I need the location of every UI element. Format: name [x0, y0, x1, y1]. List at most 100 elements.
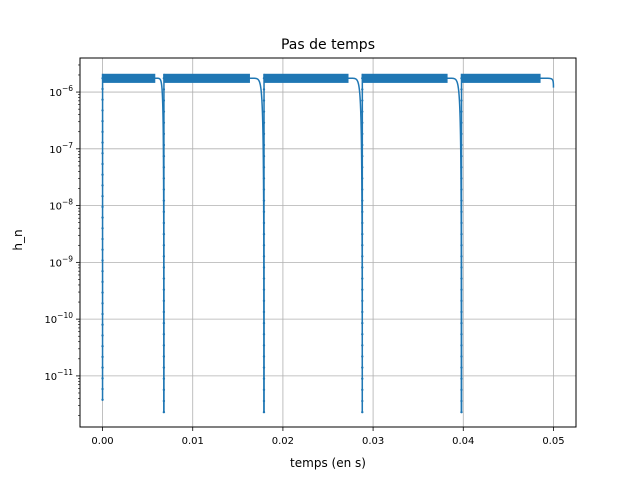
x-tick-label: 0.05 [542, 436, 564, 447]
series-marker [162, 143, 166, 147]
series-marker [361, 288, 364, 291]
series-marker [162, 321, 166, 325]
series-marker [162, 310, 166, 314]
series-marker [101, 355, 104, 359]
series-marker [262, 221, 266, 225]
series-marker [361, 199, 364, 202]
series-marker [262, 143, 266, 147]
series-marker [262, 244, 266, 247]
series-marker [460, 221, 463, 225]
series-marker [162, 232, 166, 236]
series-marker [361, 232, 364, 236]
x-tick-label: 0.04 [452, 436, 474, 447]
x-axis: 0.00 0.01 0.02 0.03 0.04 0.05 [91, 427, 565, 447]
y-tick-label: 10−11 [44, 368, 73, 383]
series-marker [101, 194, 104, 198]
series-marker [361, 355, 364, 358]
series-marker [262, 277, 266, 280]
series-marker [262, 310, 266, 314]
series-marker [101, 259, 104, 262]
series-plateau-band [102, 73, 156, 83]
series-marker [361, 410, 364, 414]
series-marker [361, 377, 364, 380]
series-marker [162, 132, 166, 136]
series-marker [262, 166, 266, 169]
series-marker [262, 344, 266, 347]
series-marker [262, 355, 266, 358]
series-marker [460, 333, 463, 336]
series-marker [460, 266, 463, 269]
series-marker [262, 366, 266, 369]
series-marker [361, 99, 364, 102]
series-marker [162, 154, 166, 158]
series-marker [460, 166, 463, 169]
series-marker [262, 199, 266, 202]
series-marker [162, 277, 166, 280]
series-marker [460, 110, 463, 113]
series-marker [162, 410, 166, 414]
series-marker [162, 188, 166, 191]
series-marker [361, 188, 364, 191]
x-tick-label: 0.00 [91, 436, 113, 447]
series-marker [262, 99, 266, 102]
series-marker [101, 269, 104, 273]
series-marker [101, 398, 104, 401]
series-marker [162, 299, 166, 303]
series-marker [361, 277, 364, 280]
series-marker [101, 141, 104, 144]
y-tick-label: 10−10 [44, 311, 73, 326]
series-marker [101, 387, 104, 391]
series-marker [460, 388, 463, 392]
series-line [263, 77, 364, 413]
series-marker [460, 355, 463, 358]
series-marker [162, 88, 166, 91]
series-marker [162, 255, 166, 258]
y-tick-label: 10−7 [49, 141, 73, 156]
chart-title: Pas de temps [281, 37, 375, 53]
series-marker [101, 334, 104, 337]
x-tick-label: 0.03 [362, 436, 384, 447]
series-marker [460, 88, 463, 91]
series-marker [101, 227, 104, 230]
series-marker [262, 321, 266, 325]
series-marker [262, 333, 266, 336]
series-marker [262, 266, 266, 269]
series-marker [460, 310, 463, 314]
series-marker [101, 291, 104, 294]
series-marker [262, 210, 266, 214]
series-marker [460, 177, 463, 180]
series-marker [262, 188, 266, 191]
series-marker [262, 388, 266, 392]
series-marker [460, 99, 463, 102]
series-marker [361, 154, 364, 158]
series-marker [262, 132, 266, 136]
series-marker [101, 280, 104, 284]
series-marker [162, 199, 166, 202]
series-marker [361, 299, 364, 303]
series-marker [162, 377, 166, 380]
series-marker [361, 77, 364, 80]
series-marker [262, 110, 266, 113]
series-marker [460, 210, 463, 214]
series-marker [101, 377, 104, 380]
series-marker [101, 119, 104, 123]
y-tick-label: 10−9 [49, 254, 73, 269]
series-marker [101, 312, 104, 316]
series-line [460, 77, 555, 413]
series-marker [460, 255, 463, 258]
series-marker [460, 288, 463, 291]
series-marker [262, 377, 266, 380]
series-marker [262, 288, 266, 291]
series-marker [262, 399, 266, 403]
series-marker [361, 399, 364, 403]
series-marker [361, 266, 364, 269]
series-marker [162, 333, 166, 336]
series-marker [361, 110, 364, 113]
series-marker [262, 255, 266, 258]
series-marker [361, 166, 364, 169]
series-marker [460, 344, 463, 347]
series-line [361, 77, 463, 413]
series-marker [162, 221, 166, 225]
series-marker [361, 344, 364, 347]
